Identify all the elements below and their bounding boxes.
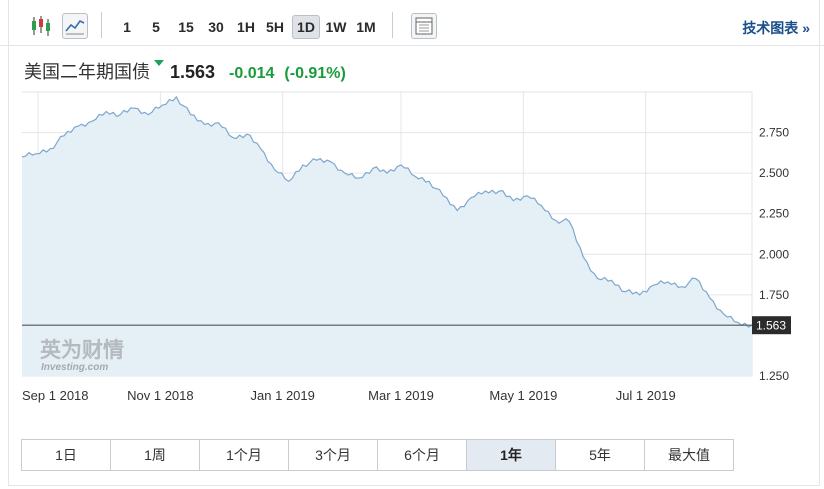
watermark-en: Investing.com [41,362,108,373]
interval-1[interactable]: 1 [123,19,131,35]
y-tick-label: 2.250 [759,207,789,221]
price-line [21,95,753,328]
price-change: -0.014 [229,65,275,82]
interval-1m[interactable]: 1M [356,19,376,35]
price-change-percent: (-0.91%) [284,65,346,82]
last-price-text: 1.563 [756,319,786,333]
area-fill [22,96,752,377]
price-chart: 英为财情 Investing.com 2.750 2.500 2.250 2.000 1… [21,91,791,403]
x-tick-label: Jan 1 2019 [251,388,315,403]
chart-frame [8,0,820,486]
y-axis: 2.750 2.500 2.250 2.000 1.750 1.250 [759,126,789,383]
interval-5h[interactable]: 5H [266,19,284,35]
last-price: 1.563 [170,62,216,82]
x-tick-label: Mar 1 2019 [368,388,434,403]
x-tick-label: Jul 1 2019 [616,388,676,403]
watermark-logo: 英为财情 Investing.com [40,338,124,373]
interval-5[interactable]: 5 [152,19,160,35]
range-1m[interactable]: 1个月 [200,440,289,470]
chart-toolbar: 1 5 15 30 1H 5H 1D 1W 1M 技术图表 » [0,0,824,46]
x-tick-label: Nov 1 2018 [127,388,194,403]
candlestick-icon[interactable] [28,13,54,39]
y-tick-label: 1.750 [759,288,789,302]
interval-1d[interactable]: 1D [292,15,320,39]
range-5y[interactable]: 5年 [556,440,645,470]
range-selector: 1日 1周 1个月 3个月 6个月 1年 5年 最大值 [21,439,734,471]
x-tick-label: Sep 1 2018 [22,388,89,403]
y-tick-label: 1.250 [759,369,789,383]
x-axis: Sep 1 2018 Nov 1 2018 Jan 1 2019 Mar 1 2019… [22,388,676,403]
toolbar-divider [101,12,102,38]
instrument-name: 美国二年期国债 [24,62,150,82]
y-tick-label: 2.500 [759,166,789,180]
x-tick-label: May 1 2019 [489,388,557,403]
interval-30[interactable]: 30 [208,19,224,35]
y-tick-label: 2.750 [759,126,789,140]
range-3m[interactable]: 3个月 [289,440,378,470]
y-tick-label: 2.000 [759,247,789,261]
range-1y[interactable]: 1年 [467,440,556,470]
instrument-header: 美国二年期国债 1.563 -0.014 (-0.91%) [24,58,346,84]
last-price-box [752,316,791,335]
toolbar-divider [392,12,393,38]
down-arrow-icon [154,60,164,66]
interval-15[interactable]: 15 [178,19,194,35]
last-price-label: 1.563 [752,316,791,335]
line-chart-icon[interactable] [62,13,88,39]
interval-1w[interactable]: 1W [325,19,347,35]
range-max[interactable]: 最大值 [645,440,733,470]
range-1w[interactable]: 1周 [111,440,200,470]
watermark-cn: 英为财情 [40,338,124,362]
data-table-icon[interactable] [411,13,437,39]
range-1d[interactable]: 1日 [22,440,111,470]
range-6m[interactable]: 6个月 [378,440,467,470]
technical-chart-link[interactable]: 技术图表 » [742,20,810,36]
interval-1h[interactable]: 1H [237,19,255,35]
